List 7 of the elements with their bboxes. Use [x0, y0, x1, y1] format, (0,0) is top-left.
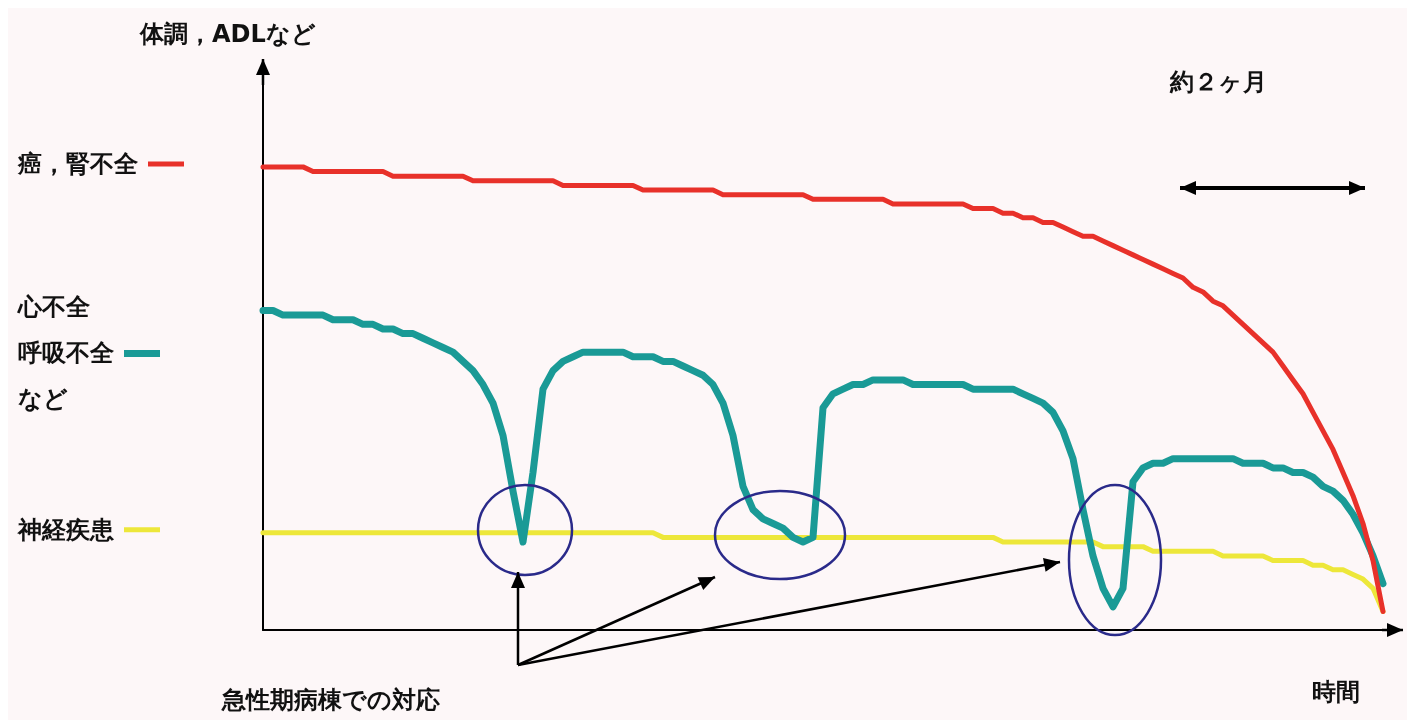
- text: 約２ヶ月: [1169, 68, 1267, 96]
- legend-label: 心不全呼吸不全など: [18, 292, 114, 416]
- legend-label: 癌，腎不全: [18, 148, 138, 180]
- legend-label: 神経疾患: [18, 514, 114, 546]
- y-axis-title: 体調，ADLなど: [139, 20, 316, 48]
- x-axis-title: 時間: [1312, 678, 1360, 706]
- text: 急性期病棟での対応: [221, 686, 440, 714]
